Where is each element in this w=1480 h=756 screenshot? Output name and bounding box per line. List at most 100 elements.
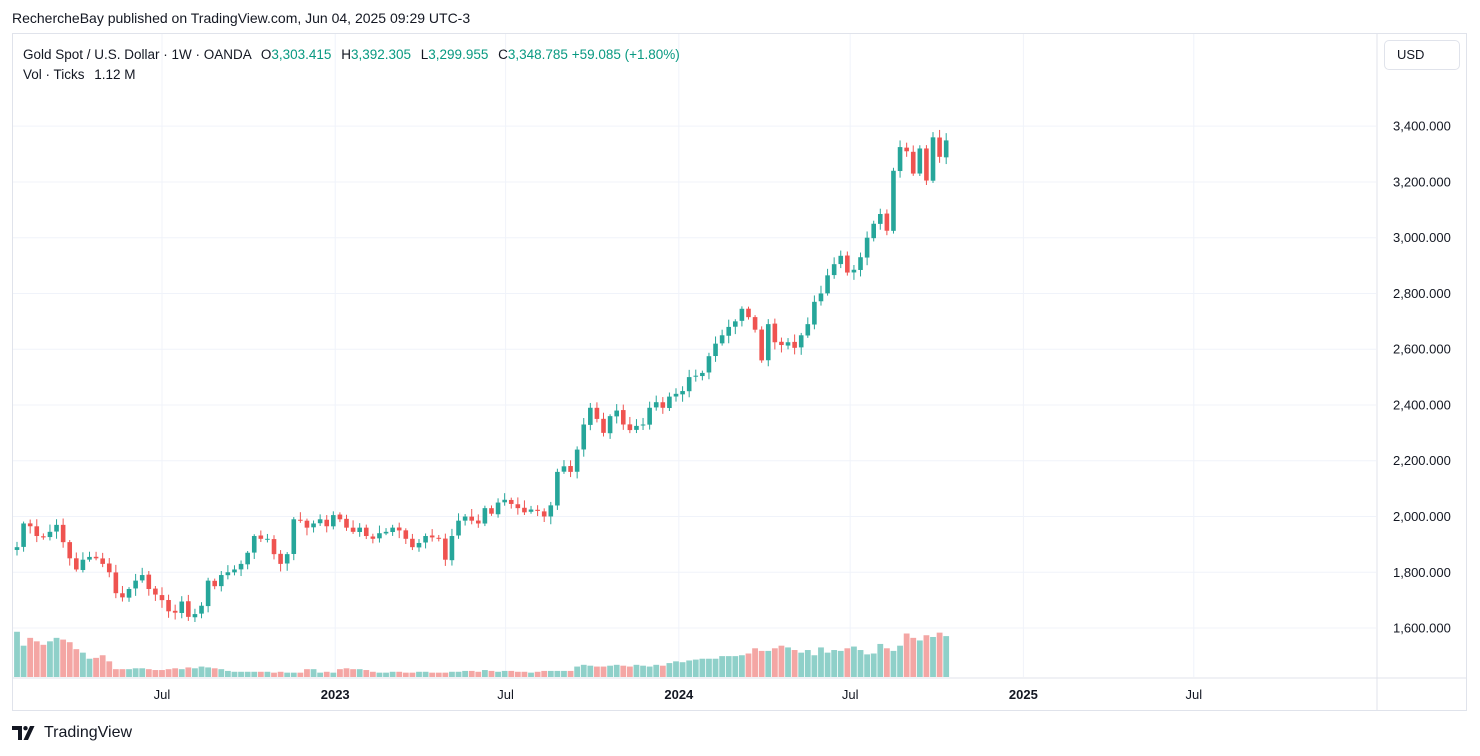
volume-bar [626, 666, 633, 677]
volume-bar [481, 670, 488, 677]
volume-bar [613, 664, 620, 677]
volume-bar [567, 670, 574, 677]
volume-bar [145, 669, 152, 677]
candle-body [54, 524, 59, 532]
candle-body [686, 377, 692, 392]
high-label: H [341, 47, 351, 62]
volume-bar [396, 671, 403, 677]
currency-button[interactable]: USD [1384, 40, 1460, 70]
candle-body [212, 580, 217, 587]
volume-bar [317, 672, 324, 677]
candle-body [528, 509, 534, 512]
volume-bar [337, 669, 343, 677]
volume-bar [80, 652, 86, 677]
volume-bar [290, 672, 297, 677]
candle-body [904, 147, 909, 152]
candle-body [443, 538, 448, 560]
candle-body [640, 424, 646, 426]
volume-bar [462, 670, 469, 677]
volume-bar [27, 637, 34, 677]
candle-body [574, 449, 580, 472]
price-axis[interactable]: 3,400.000 3,200.000 3,000.000 2,800.000 2,60… [1393, 119, 1451, 636]
open-label: O [260, 47, 272, 62]
volume-bar [139, 668, 146, 677]
volume-bar [172, 668, 179, 677]
candle-body [396, 527, 402, 531]
volume-bar [257, 671, 264, 677]
volume-bar [666, 663, 673, 677]
volume-bar [40, 644, 47, 677]
candle-body [331, 515, 336, 527]
candle-body [805, 324, 811, 336]
candle-body [363, 527, 369, 537]
candle-body [357, 527, 362, 532]
volume-label[interactable]: Vol · Ticks [23, 67, 85, 82]
candle-body [522, 507, 527, 513]
volume-bar [851, 646, 857, 677]
volume-bar [870, 653, 877, 677]
candle-body [41, 536, 46, 538]
volume-bar [732, 656, 739, 677]
volume-bar [739, 655, 745, 677]
volume-bar [943, 636, 950, 677]
volume-bar [356, 669, 363, 677]
candle-body [377, 533, 382, 539]
low-label: L [420, 47, 429, 62]
volume-bar [824, 652, 831, 677]
tradingview-logo[interactable]: TradingView [12, 724, 132, 742]
candle-body [601, 418, 606, 433]
volume-bar [449, 671, 455, 677]
candle-body [541, 511, 547, 517]
candle-body [772, 323, 778, 343]
volume-bar [218, 669, 225, 677]
publisher-line: RechercheBay published on TradingView.co… [12, 10, 471, 26]
candle-body [838, 255, 844, 265]
candle-body [159, 595, 165, 601]
volume-bar [152, 670, 159, 677]
candle-body [350, 527, 356, 532]
ohlc-legend: Gold Spot / U.S. Dollar · 1W · OANDA O3,… [23, 45, 680, 65]
candle-body [561, 466, 567, 472]
candle-body [93, 556, 99, 559]
symbol-title[interactable]: Gold Spot / U.S. Dollar · 1W · OANDA [23, 47, 252, 62]
candle-body [462, 516, 468, 521]
time-tick-label: 2023 [321, 687, 350, 702]
candle-body [218, 575, 224, 587]
candle-body [897, 147, 903, 172]
candle-body [607, 416, 613, 434]
candle-body [845, 255, 850, 273]
volume-bar [771, 648, 778, 677]
candle-body [634, 425, 639, 430]
volume-bar [791, 650, 798, 677]
volume-bar [692, 659, 699, 677]
volume-bar [60, 639, 67, 677]
candle-body [653, 402, 659, 408]
volume-bar [119, 669, 126, 677]
candle-body [779, 341, 784, 346]
volume-bar [244, 671, 251, 677]
volume-bar [811, 655, 818, 677]
volume-bar [112, 669, 119, 677]
close-label: C [498, 47, 508, 62]
candle-body [508, 499, 514, 504]
volume-bar [363, 670, 370, 677]
volume-bar [719, 656, 726, 677]
price-tick-label: 1,800.000 [1393, 565, 1451, 580]
volume-bar [376, 672, 383, 677]
volume-bar [264, 671, 271, 677]
volume-bar [251, 671, 258, 677]
candle-body [851, 269, 857, 273]
candle-body [60, 524, 66, 543]
candle-body [205, 580, 211, 607]
volume-bar [541, 670, 548, 677]
candle-body [765, 324, 771, 361]
volume-bar [53, 637, 60, 677]
candle-body [21, 523, 26, 547]
candle-body [831, 264, 837, 276]
volume-bar [547, 670, 554, 677]
volume-bar [422, 671, 429, 677]
candle-body [693, 375, 699, 377]
candle-body [713, 343, 718, 357]
time-axis[interactable]: Jul 2023 Jul 2024 Jul 2025 Jul [154, 687, 1203, 702]
